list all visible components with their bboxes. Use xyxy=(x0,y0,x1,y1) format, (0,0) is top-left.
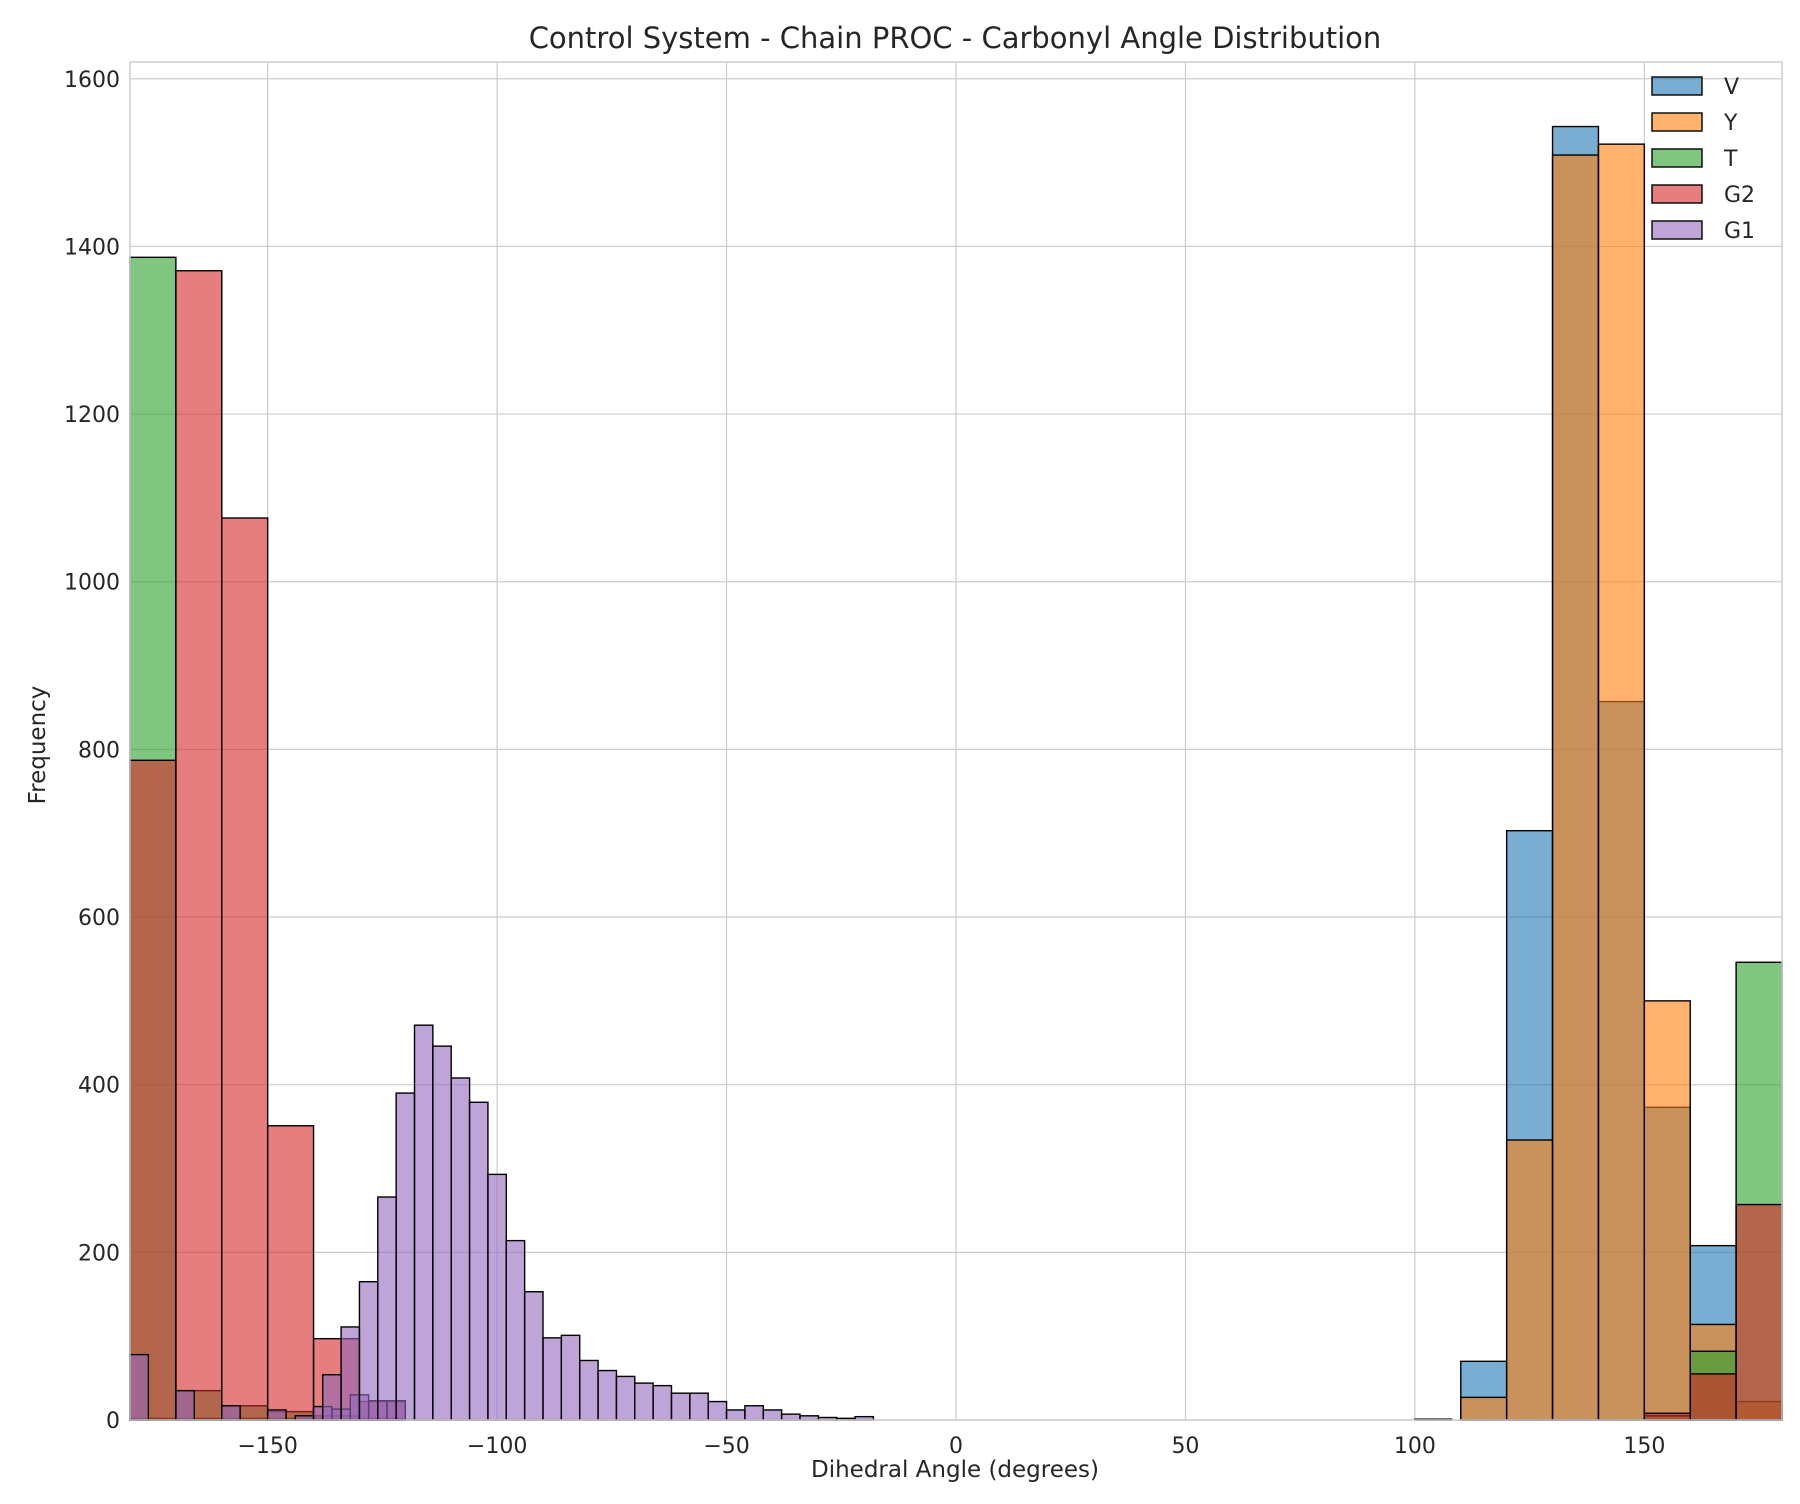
histogram-bar-g1 xyxy=(780,1413,801,1421)
x-axis-label: Dihedral Angle (degrees) xyxy=(811,1457,1099,1483)
y-tick-label: 600 xyxy=(78,906,120,931)
histogram-bar-g2 xyxy=(1689,1373,1737,1421)
histogram-bar-g1 xyxy=(707,1400,728,1421)
histogram-bar-g1 xyxy=(340,1326,361,1421)
histogram-bar-y xyxy=(1460,1396,1508,1421)
y-tick-label: 200 xyxy=(78,1241,120,1266)
histogram-bar-g2 xyxy=(175,270,223,1421)
plot-frame xyxy=(129,61,1783,1421)
y-tick-label: 1400 xyxy=(64,235,120,260)
histogram-bar-g2 xyxy=(266,1125,315,1421)
histogram-bar-g1 xyxy=(689,1392,709,1421)
legend-label-t: T xyxy=(1723,147,1738,172)
x-tick-label: 0 xyxy=(949,1434,963,1459)
histogram-bar-g1 xyxy=(634,1382,654,1421)
histogram-bar-g1 xyxy=(266,1409,287,1421)
legend-swatch-y xyxy=(1651,112,1703,132)
x-tick-label: 50 xyxy=(1171,1434,1199,1459)
histogram-bar-g1 xyxy=(395,1092,416,1421)
legend: VYT G2 G1 xyxy=(1651,75,1755,244)
histogram-bar-g1 xyxy=(597,1369,618,1421)
grid-lines xyxy=(130,62,1782,1421)
legend-swatch-g2 xyxy=(1651,184,1703,204)
histogram-bar-g1 xyxy=(468,1101,489,1421)
histogram-bar-y xyxy=(1505,1139,1554,1421)
histogram-bars xyxy=(129,125,1783,1421)
x-tick-label: 100 xyxy=(1394,1434,1436,1459)
histogram-bar-g1 xyxy=(358,1280,379,1421)
histogram-bar-g2 xyxy=(1735,1203,1783,1421)
histogram-bar-g1 xyxy=(652,1384,673,1421)
chart-title: Control System - Chain PROC - Carbonyl A… xyxy=(529,21,1382,55)
x-tick-label: −50 xyxy=(703,1434,749,1459)
legend-label-g1: G1 xyxy=(1724,219,1755,244)
histogram-bar-g2 xyxy=(1643,1412,1691,1421)
histogram-bar-y xyxy=(1597,143,1646,1421)
histogram-bar-g1 xyxy=(450,1077,471,1421)
histogram-bar-g1 xyxy=(505,1239,526,1421)
y-tick-label: 1600 xyxy=(64,68,120,93)
axes: −150 −100 −50 0 50 100 150 0 200 400 600 800 1000 120… xyxy=(64,61,1783,1459)
y-tick-label: 400 xyxy=(78,1074,120,1099)
x-tick-label: −150 xyxy=(237,1434,297,1459)
histogram-bar-y xyxy=(1643,1000,1691,1421)
histogram-bar-g1 xyxy=(542,1337,563,1421)
y-tick-label: 1200 xyxy=(64,403,120,428)
x-tick-label: −100 xyxy=(467,1434,527,1459)
legend-label-y: Y xyxy=(1723,111,1738,136)
y-axis-label: Frequency xyxy=(25,686,51,805)
histogram-bar-g1 xyxy=(221,1405,241,1421)
histogram-bar-g1 xyxy=(487,1173,507,1421)
x-tick-label: 150 xyxy=(1623,1434,1665,1459)
legend-swatch-t xyxy=(1651,148,1703,168)
histogram-bar-g1 xyxy=(725,1409,746,1421)
histogram-bar-g1 xyxy=(615,1375,636,1421)
histogram-bar-g1 xyxy=(413,1024,434,1421)
histogram-bar-g1 xyxy=(744,1405,764,1421)
histogram-bar-g1 xyxy=(670,1392,691,1421)
histogram-bar-g2 xyxy=(129,759,177,1421)
histogram-bar-g1 xyxy=(322,1374,342,1421)
y-tick-label: 0 xyxy=(106,1409,120,1434)
legend-swatch-v xyxy=(1651,76,1703,96)
legend-label-g2: G2 xyxy=(1724,183,1755,208)
histogram-bar-g1 xyxy=(523,1291,544,1421)
legend-swatch-g1 xyxy=(1651,220,1703,240)
histogram-bar-g1 xyxy=(129,1353,150,1421)
histogram-bar-y xyxy=(1551,154,1600,1421)
histogram-bar-g1 xyxy=(377,1196,397,1421)
histogram-bar-g2 xyxy=(221,517,269,1421)
histogram-bar-g1 xyxy=(560,1334,581,1421)
y-tick-label: 1000 xyxy=(64,571,120,596)
histogram-bar-g1 xyxy=(762,1409,783,1421)
histogram-bar-g1 xyxy=(432,1045,452,1421)
histogram-bar-g1 xyxy=(175,1389,195,1421)
y-tick-label: 800 xyxy=(78,738,120,763)
histogram-bar-g1 xyxy=(579,1359,599,1421)
legend-label-v: V xyxy=(1724,75,1739,100)
